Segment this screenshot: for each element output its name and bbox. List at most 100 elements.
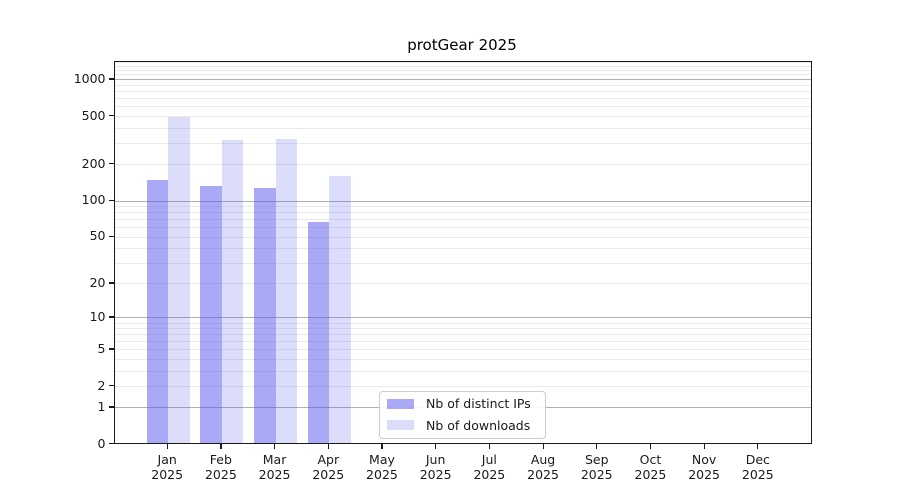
minor-gridline bbox=[114, 262, 811, 264]
x-tick-label-feb: Feb 2025 bbox=[181, 452, 261, 483]
x-tick-year: 2025 bbox=[580, 467, 613, 482]
minor-gridline bbox=[114, 127, 811, 129]
x-tick-month: Dec bbox=[745, 451, 770, 467]
x-tick-label-dec: Dec 2025 bbox=[718, 452, 798, 483]
x-tick-label-mar: Mar 2025 bbox=[235, 452, 315, 483]
x-tick-year: 2025 bbox=[204, 467, 237, 482]
y-tick-mark bbox=[108, 78, 114, 80]
y-tick-label: 10 bbox=[89, 308, 106, 324]
y-tick-label: 5 bbox=[97, 340, 106, 356]
x-tick-mark bbox=[757, 443, 759, 449]
x-tick-month: Mar bbox=[262, 451, 287, 467]
x-tick-year: 2025 bbox=[527, 467, 559, 482]
major-gridline bbox=[114, 200, 811, 202]
minor-gridline bbox=[114, 91, 811, 93]
x-tick-mark bbox=[166, 443, 168, 449]
bar-distinct-ips-mar bbox=[254, 188, 276, 443]
x-tick-year: 2025 bbox=[312, 467, 345, 482]
minor-gridline bbox=[114, 74, 811, 76]
x-tick-label-apr: Apr 2025 bbox=[288, 452, 368, 483]
minor-gridline bbox=[114, 212, 811, 214]
x-tick-month: Feb bbox=[209, 451, 232, 467]
x-tick-mark bbox=[435, 443, 437, 449]
x-tick-mark bbox=[488, 443, 491, 449]
x-tick-month: Jul bbox=[481, 451, 497, 467]
minor-gridline bbox=[114, 61, 811, 63]
minor-gridline bbox=[114, 206, 811, 207]
x-tick-year: 2025 bbox=[151, 467, 184, 482]
minor-gridline bbox=[114, 334, 811, 336]
legend-label-downloads: Nb of downloads bbox=[426, 417, 531, 433]
x-tick-mark bbox=[327, 443, 329, 449]
x-tick-month: Jan bbox=[157, 451, 177, 467]
x-tick-year: 2025 bbox=[741, 467, 774, 482]
y-tick-label: 0 bbox=[97, 435, 106, 451]
y-tick-label: 100 bbox=[81, 192, 106, 207]
minor-gridline bbox=[114, 227, 811, 229]
y-tick-label: 20 bbox=[89, 274, 106, 290]
minor-gridline bbox=[114, 328, 811, 330]
x-tick-mark bbox=[220, 443, 222, 449]
chart-title: protGear 2025 bbox=[407, 36, 517, 54]
x-tick-mark bbox=[274, 443, 276, 449]
x-tick-month: Aug bbox=[530, 451, 556, 467]
x-tick-label-jan: Jan 2025 bbox=[127, 452, 207, 483]
x-tick-mark bbox=[596, 443, 598, 449]
x-tick-year: 2025 bbox=[688, 467, 721, 482]
y-tick-label: 50 bbox=[89, 228, 106, 244]
bar-distinct-ips-apr bbox=[307, 222, 330, 443]
x-tick-mark bbox=[703, 443, 705, 449]
minor-gridline bbox=[114, 65, 811, 67]
y-tick-mark bbox=[108, 443, 114, 445]
y-tick-mark bbox=[108, 406, 114, 408]
x-tick-label-oct: Oct 2025 bbox=[610, 452, 690, 483]
y-tick-mark bbox=[108, 163, 114, 165]
y-tick-label: 1 bbox=[97, 398, 106, 414]
y-tick-label: 1000 bbox=[73, 70, 106, 86]
minor-gridline bbox=[114, 359, 811, 361]
bar-downloads-jan bbox=[168, 116, 190, 443]
minor-gridline bbox=[114, 349, 811, 351]
y-tick-mark bbox=[108, 115, 114, 117]
bar-downloads-mar bbox=[275, 139, 298, 443]
minor-gridline bbox=[114, 142, 811, 144]
x-tick-mark bbox=[381, 443, 383, 449]
y-tick-label: 200 bbox=[81, 155, 106, 171]
x-tick-year: 2025 bbox=[366, 467, 398, 482]
minor-gridline bbox=[114, 116, 811, 117]
x-tick-month: Nov bbox=[691, 451, 717, 467]
major-gridline bbox=[114, 79, 811, 81]
bar-downloads-feb bbox=[221, 140, 244, 443]
legend-swatch-downloads bbox=[387, 420, 414, 431]
y-tick-mark bbox=[108, 385, 114, 387]
y-tick-mark bbox=[108, 235, 114, 237]
x-tick-label-jul: Jul 2025 bbox=[449, 452, 529, 483]
bar-downloads-apr bbox=[329, 176, 351, 443]
minor-gridline bbox=[114, 248, 811, 250]
x-tick-label-nov: Nov 2025 bbox=[664, 452, 744, 483]
minor-gridline bbox=[114, 236, 811, 238]
plot-area bbox=[113, 60, 812, 444]
x-tick-label-may: May 2025 bbox=[342, 452, 422, 483]
minor-gridline bbox=[114, 341, 811, 343]
y-tick-mark bbox=[108, 282, 114, 284]
x-tick-mark bbox=[542, 443, 544, 449]
x-tick-month: May bbox=[369, 451, 395, 467]
y-tick-mark bbox=[108, 348, 114, 350]
legend-item-distinct-ips: Nb of distinct IPs bbox=[380, 394, 545, 413]
bar-distinct-ips-jan bbox=[146, 179, 169, 443]
major-gridline bbox=[114, 317, 811, 319]
x-tick-mark bbox=[649, 443, 652, 449]
minor-gridline bbox=[114, 322, 811, 324]
legend-label-distinct-ips: Nb of distinct IPs bbox=[426, 396, 531, 412]
x-tick-month: Jun bbox=[425, 451, 446, 467]
x-tick-month: Apr bbox=[317, 451, 340, 467]
x-tick-year: 2025 bbox=[258, 467, 291, 482]
x-tick-month: Oct bbox=[639, 451, 662, 467]
minor-gridline bbox=[114, 69, 811, 71]
x-tick-label-jun: Jun 2025 bbox=[396, 452, 476, 483]
minor-gridline bbox=[114, 85, 811, 87]
legend-swatch-distinct-ips bbox=[387, 398, 414, 409]
legend-item-downloads: Nb of downloads bbox=[380, 416, 545, 435]
